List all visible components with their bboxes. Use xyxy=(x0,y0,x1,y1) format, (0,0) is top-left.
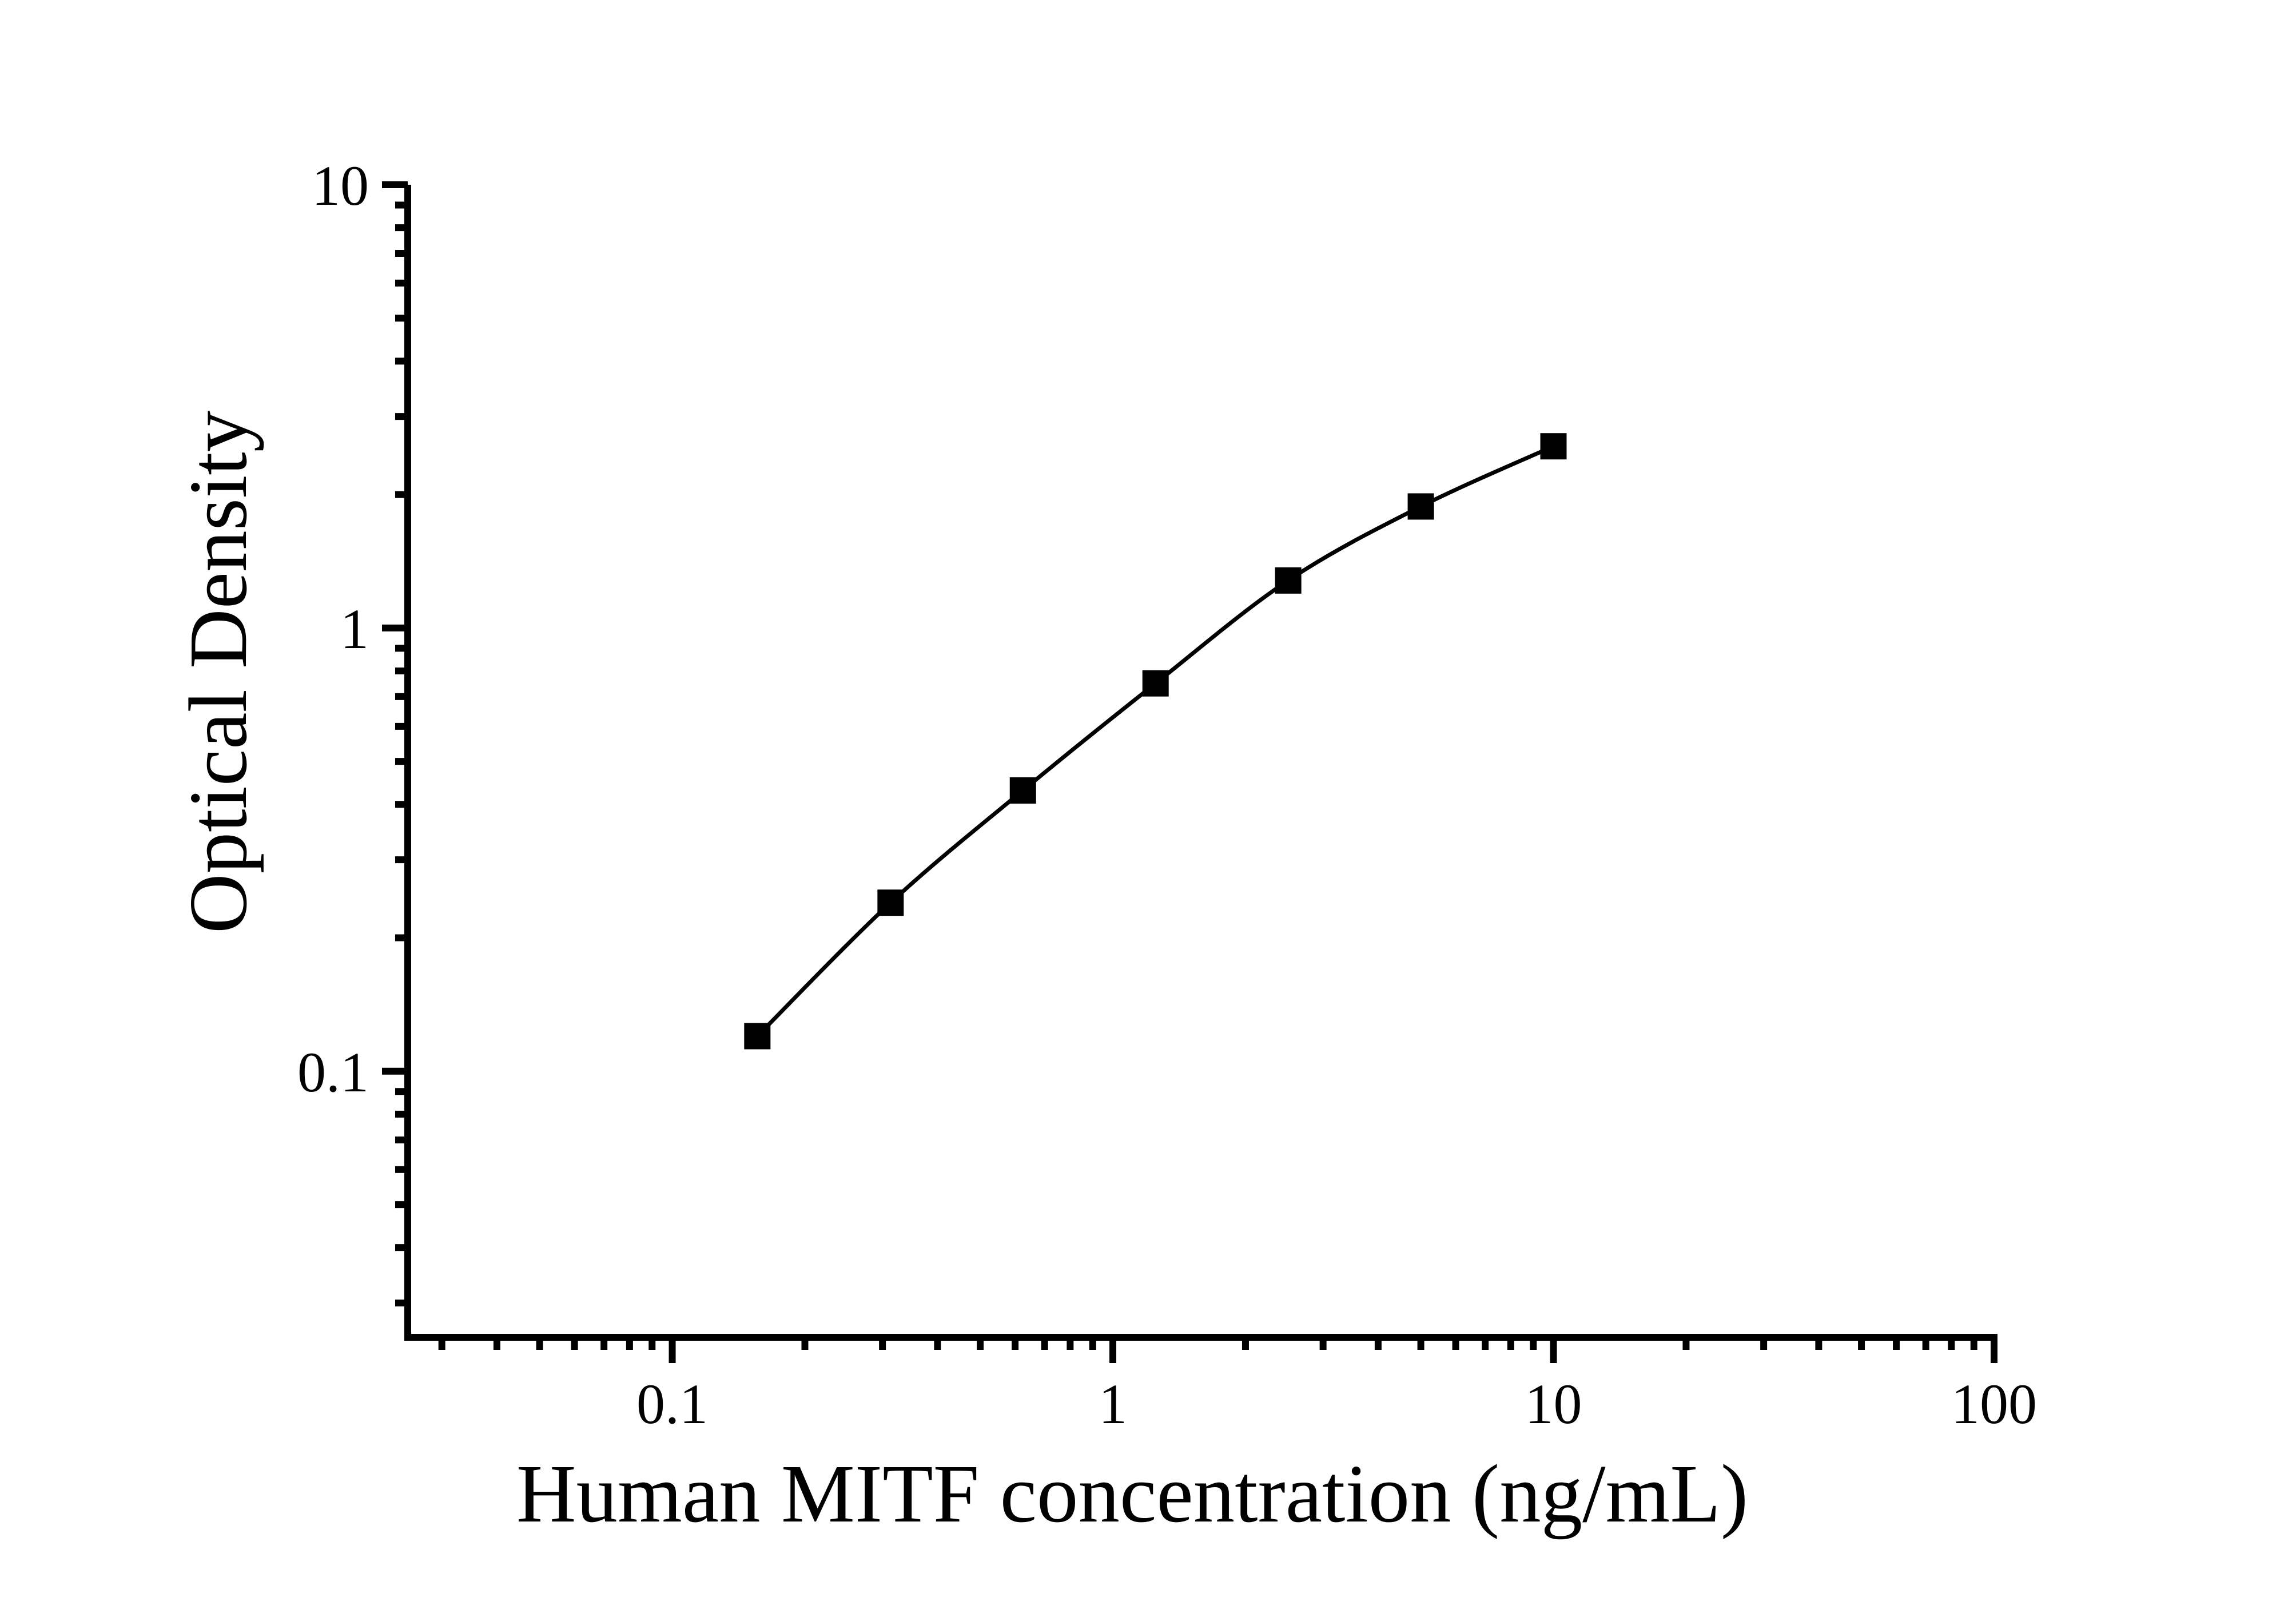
data-point-marker xyxy=(1009,777,1036,804)
data-point-marker xyxy=(1407,493,1434,520)
x-tick-label: 100 xyxy=(1951,1372,2037,1436)
ticks-layer xyxy=(382,181,1997,1363)
x-tick-label: 10 xyxy=(1525,1372,1582,1436)
y-axis-title: Optical Density xyxy=(173,411,264,933)
y-tick-label: 1 xyxy=(340,597,369,661)
x-tick-label: 0.1 xyxy=(636,1372,708,1436)
x-axis-title: Human MITF concentration (ng/mL) xyxy=(516,1448,1748,1540)
series-layer xyxy=(744,433,1567,1050)
tick-labels-layer: 0.1 1 10 100 0.1 1 10 xyxy=(297,154,2037,1436)
data-point-marker xyxy=(877,889,904,916)
data-point-marker xyxy=(1142,670,1169,697)
y-tick-label: 0.1 xyxy=(297,1040,369,1104)
y-tick-label: 10 xyxy=(312,154,369,217)
data-point-marker xyxy=(1275,567,1302,594)
axes-layer xyxy=(404,185,1997,1341)
data-point-marker xyxy=(744,1023,771,1050)
data-point-marker xyxy=(1540,433,1567,460)
standard-curve-line xyxy=(755,444,1554,1038)
x-tick-label: 1 xyxy=(1099,1372,1127,1436)
